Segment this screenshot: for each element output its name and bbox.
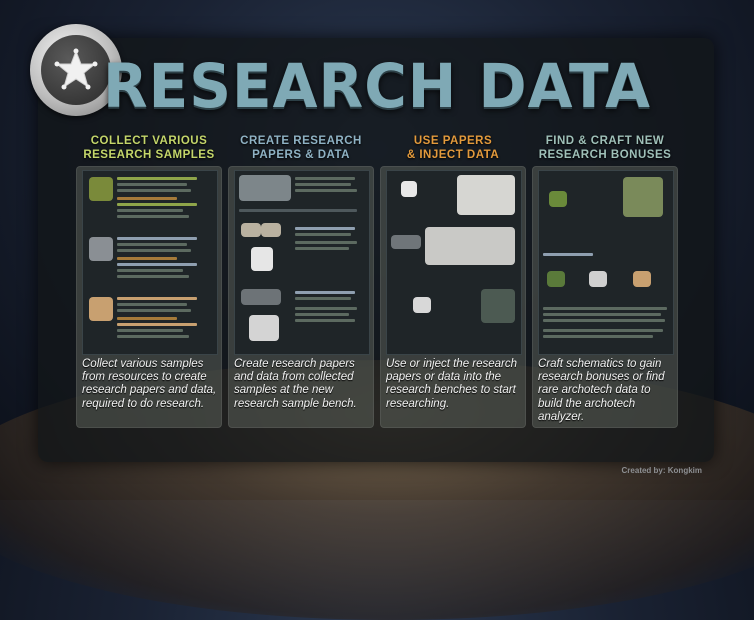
- schematics-screenshot: [538, 170, 674, 355]
- column-create-papers: CREATE RESEARCH PAPERS & DATA Create res…: [228, 134, 374, 428]
- column-heading: USE PAPERS & INJECT DATA: [380, 134, 526, 164]
- column-collect-samples: COLLECT VARIOUS RESEARCH SAMPLES: [76, 134, 222, 428]
- column-heading-line1: COLLECT VARIOUS: [90, 135, 208, 147]
- credit-text: Created by: Kongkim: [621, 466, 702, 475]
- page-title: RESEARCH DATA: [103, 50, 651, 122]
- column-card: Craft schematics to gain research bonuse…: [532, 166, 678, 428]
- sample-row-metallic: [87, 233, 213, 285]
- bench-screenshot: [234, 170, 370, 355]
- column-heading-line2: RESEARCH BONUSES: [538, 149, 672, 161]
- column-description: Collect various samples from resources t…: [82, 358, 217, 410]
- sample-row-fabric: [87, 293, 213, 345]
- column-find-craft: FIND & CRAFT NEW RESEARCH BONUSES Craft …: [532, 134, 678, 428]
- column-heading: COLLECT VARIOUS RESEARCH SAMPLES: [76, 134, 222, 164]
- column-heading-line2: PAPERS & DATA: [252, 149, 350, 161]
- column-card: Use or inject the research papers or dat…: [380, 166, 526, 428]
- column-card: Create research papers and data from col…: [228, 166, 374, 428]
- column-card: Collect various samples from resources t…: [76, 166, 222, 428]
- sample-row-organic: [87, 173, 213, 225]
- sheriff-star-icon: [54, 48, 98, 90]
- column-heading-line1: CREATE RESEARCH: [240, 135, 362, 147]
- research-bench-screenshot: [386, 170, 522, 355]
- column-description: Craft schematics to gain research bonuse…: [538, 358, 665, 423]
- column-heading-line1: FIND & CRAFT NEW: [545, 135, 665, 147]
- column-heading-line1: USE PAPERS: [413, 135, 493, 147]
- column-description: Use or inject the research papers or dat…: [386, 358, 518, 410]
- column-heading: CREATE RESEARCH PAPERS & DATA: [228, 134, 374, 164]
- column-description: Create research papers and data from col…: [234, 358, 357, 410]
- column-use-papers: USE PAPERS & INJECT DATA Use or inject t…: [380, 134, 526, 428]
- column-heading-line2: RESEARCH SAMPLES: [83, 149, 215, 161]
- samples-screenshot: [82, 170, 218, 355]
- column-heading-line2: & INJECT DATA: [406, 149, 500, 161]
- badge: [30, 24, 122, 116]
- column-heading: FIND & CRAFT NEW RESEARCH BONUSES: [532, 134, 678, 164]
